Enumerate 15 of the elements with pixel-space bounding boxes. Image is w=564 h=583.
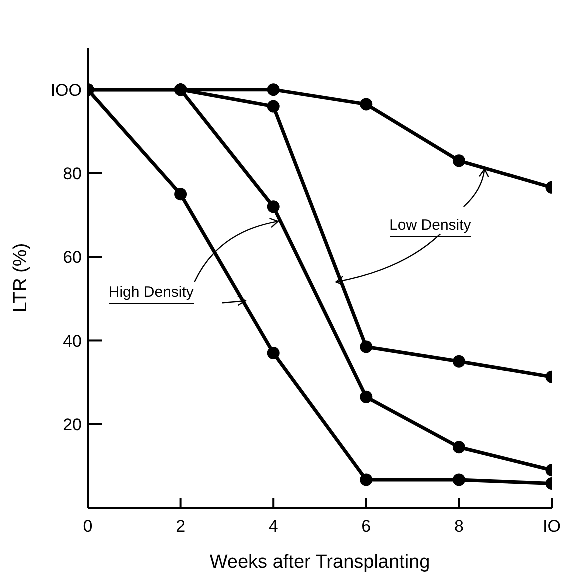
x-axis-title: Weeks after Transplanting	[210, 552, 430, 573]
annotation: Low Density	[390, 216, 472, 237]
x-tick-label: IO	[543, 517, 561, 536]
x-tick-label: 6	[362, 517, 372, 536]
annotation: High Density	[108, 282, 194, 304]
y-tick-label: 80	[63, 164, 82, 184]
x-tick-label: 2	[176, 517, 186, 536]
x-tick-label: 0	[83, 517, 93, 536]
y-tick-label: 40	[63, 332, 82, 351]
x-tick-label: 8	[454, 517, 464, 536]
y-tick-label: IOO	[50, 80, 82, 100]
y-axis-title: LTR (%)	[10, 243, 32, 313]
y-tick-label: 20	[63, 415, 82, 434]
x-tick-label: 4	[268, 517, 278, 536]
y-tick-label: 60	[63, 248, 82, 268]
